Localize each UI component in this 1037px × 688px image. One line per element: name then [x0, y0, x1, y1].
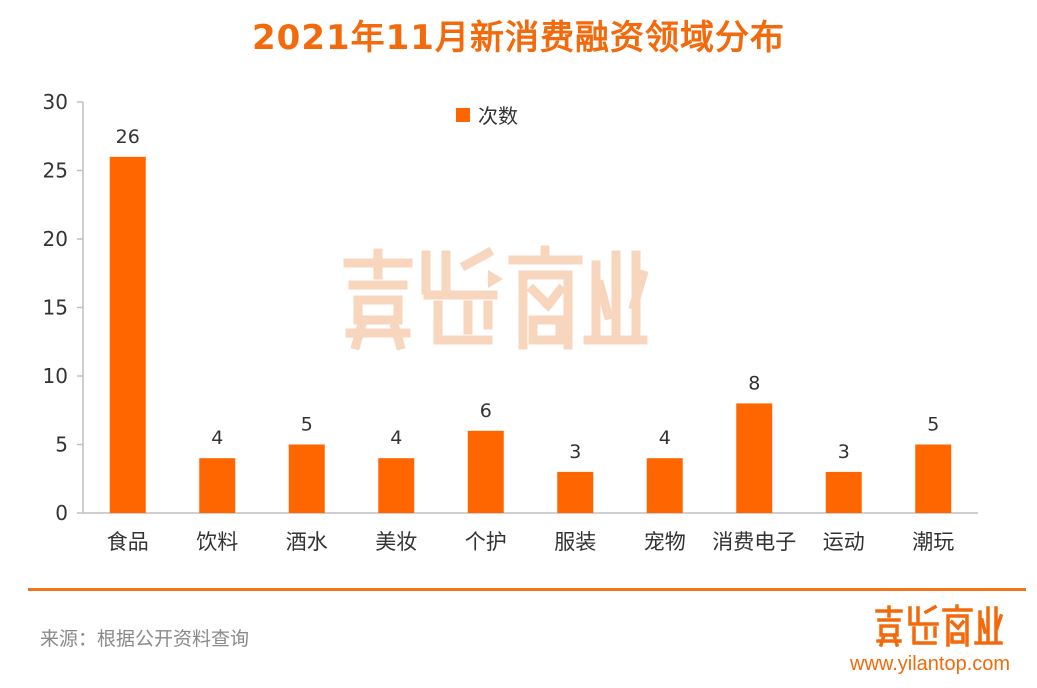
x-tick-label: 食品	[107, 530, 149, 554]
data-label: 6	[480, 400, 492, 422]
y-tick-label: 15	[43, 296, 68, 320]
legend-swatch	[456, 108, 470, 122]
footer-divider	[28, 588, 1026, 591]
watermark-logo	[343, 245, 648, 351]
data-label: 4	[390, 427, 402, 449]
brand-logo	[875, 604, 1004, 648]
y-tick-label: 0	[55, 501, 68, 525]
bar	[736, 403, 773, 513]
x-tick-label: 消费电子	[712, 530, 796, 554]
y-tick-label: 20	[43, 227, 68, 251]
bar	[915, 444, 952, 513]
chart-title: 2021年11月新消费融资领域分布	[252, 18, 785, 58]
bar	[288, 444, 325, 513]
data-label: 8	[748, 372, 760, 394]
data-label: 3	[569, 441, 581, 463]
bar	[646, 458, 683, 513]
bar	[467, 430, 504, 513]
data-label: 4	[211, 427, 223, 449]
bar	[199, 458, 236, 513]
data-label: 5	[927, 414, 939, 436]
x-tick-label: 运动	[823, 530, 865, 554]
data-label: 3	[838, 441, 850, 463]
bar	[557, 471, 594, 513]
website-url: www.yilantop.com	[850, 653, 1011, 675]
x-tick-label: 潮玩	[912, 530, 954, 554]
data-label: 5	[301, 414, 313, 436]
data-label: 26	[116, 126, 140, 148]
x-tick-label: 酒水	[286, 530, 328, 554]
bar	[825, 471, 862, 513]
y-tick-label: 5	[55, 433, 68, 457]
bar-chart: 0 5 10 15 20 25 30 26 食品 4 饮料 5 酒水 4 美妆 6 个护 3 服装 4 宠物 8 消费电子 3…	[43, 90, 978, 554]
x-tick-label: 美妆	[375, 530, 417, 554]
legend-label: 次数	[478, 104, 518, 128]
bar	[109, 156, 146, 514]
x-tick-label: 服装	[554, 530, 596, 554]
x-tick-label: 宠物	[644, 530, 686, 554]
data-label: 4	[659, 427, 671, 449]
y-tick-label: 25	[43, 159, 68, 183]
y-tick-label: 10	[43, 364, 68, 388]
x-tick-label: 个护	[465, 530, 507, 554]
y-tick-label: 30	[43, 90, 68, 114]
x-tick-label: 饮料	[196, 530, 238, 554]
source-note: 来源：根据公开资料查询	[40, 628, 250, 650]
bar	[378, 458, 415, 513]
